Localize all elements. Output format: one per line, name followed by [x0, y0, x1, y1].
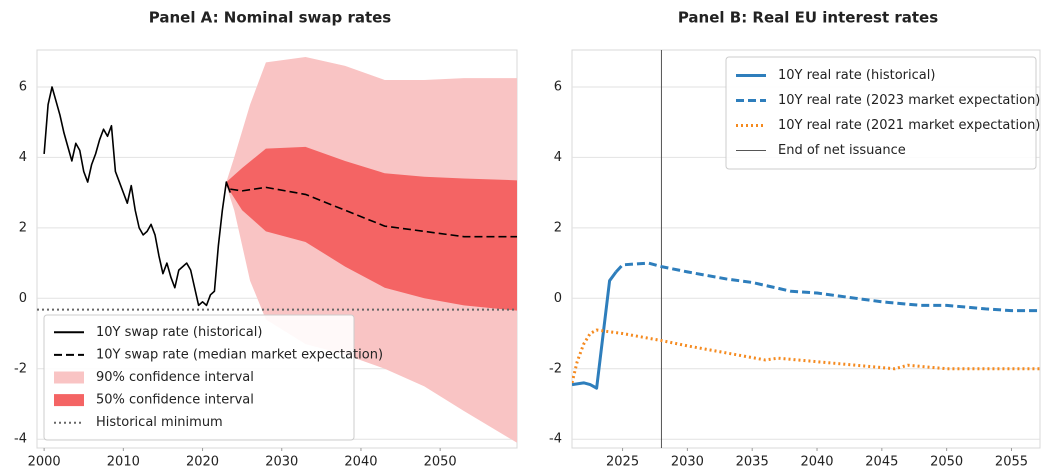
x-tick-label: 2020 [186, 455, 219, 470]
x-tick-label: 2030 [671, 455, 704, 470]
data-line [572, 271, 618, 390]
x-tick-label: 2040 [344, 455, 377, 470]
data-line [572, 328, 1040, 384]
legend-swatch [54, 394, 84, 407]
plot-layer [37, 57, 517, 443]
legend-label: Historical minimum [96, 415, 223, 430]
legend-label: End of net issuance [778, 143, 906, 158]
legend-box [43, 314, 355, 441]
x-tick-label: 2045 [865, 455, 898, 470]
plot-layer [572, 50, 1040, 448]
legend: 10Y real rate (historical) 10Y real rate … [725, 56, 1040, 170]
y-tick-label: 2 [554, 220, 562, 235]
y-tick-label: -2 [549, 361, 562, 376]
data-line [230, 186, 517, 238]
y-tick-label: 0 [554, 291, 562, 306]
x-tick-label: 2040 [800, 455, 833, 470]
legend-label: 10Y real rate (historical) [778, 68, 935, 83]
chart-title: Panel B: Real EU interest rates [678, 9, 938, 27]
y-tick-label: 4 [554, 150, 562, 165]
y-tick-label: -4 [14, 432, 27, 447]
x-tick-label: 2050 [930, 455, 963, 470]
legend-label: 50% confidence interval [96, 393, 254, 408]
legend-label: 10Y real rate (2023 market expectation) [778, 93, 1040, 108]
x-tick-label: 2030 [265, 455, 298, 470]
y-tick-label: 4 [19, 150, 27, 165]
confidence-band [226, 146, 517, 311]
legend-label: 90% confidence interval [96, 370, 254, 385]
x-tick-label: 2055 [995, 455, 1028, 470]
y-tick-label: 2 [19, 220, 27, 235]
x-tick-label: 2000 [28, 455, 61, 470]
legend-swatch [54, 371, 84, 384]
x-tick-label: 2035 [736, 455, 769, 470]
legend-label: 10Y real rate (2021 market expectation) [778, 118, 1040, 133]
data-line [43, 86, 232, 307]
x-tick-label: 2025 [606, 455, 639, 470]
legend: 10Y swap rate (historical) 10Y swap rate … [43, 314, 383, 441]
y-tick-label: -2 [14, 361, 27, 376]
legend-box [725, 56, 1037, 170]
plot-frame [571, 49, 1041, 449]
chart-title: Panel A: Nominal swap rates [149, 9, 392, 27]
y-tick-label: -4 [549, 432, 562, 447]
y-tick-label: 0 [19, 291, 27, 306]
x-tick-label: 2010 [107, 455, 140, 470]
y-tick-label: 6 [554, 79, 562, 94]
y-tick-label: 6 [19, 79, 27, 94]
x-tick-label: 2050 [424, 455, 457, 470]
data-line [614, 261, 1040, 313]
legend-label: 10Y swap rate (historical) [96, 325, 262, 340]
legend-label: 10Y swap rate (median market expectation… [96, 347, 383, 362]
